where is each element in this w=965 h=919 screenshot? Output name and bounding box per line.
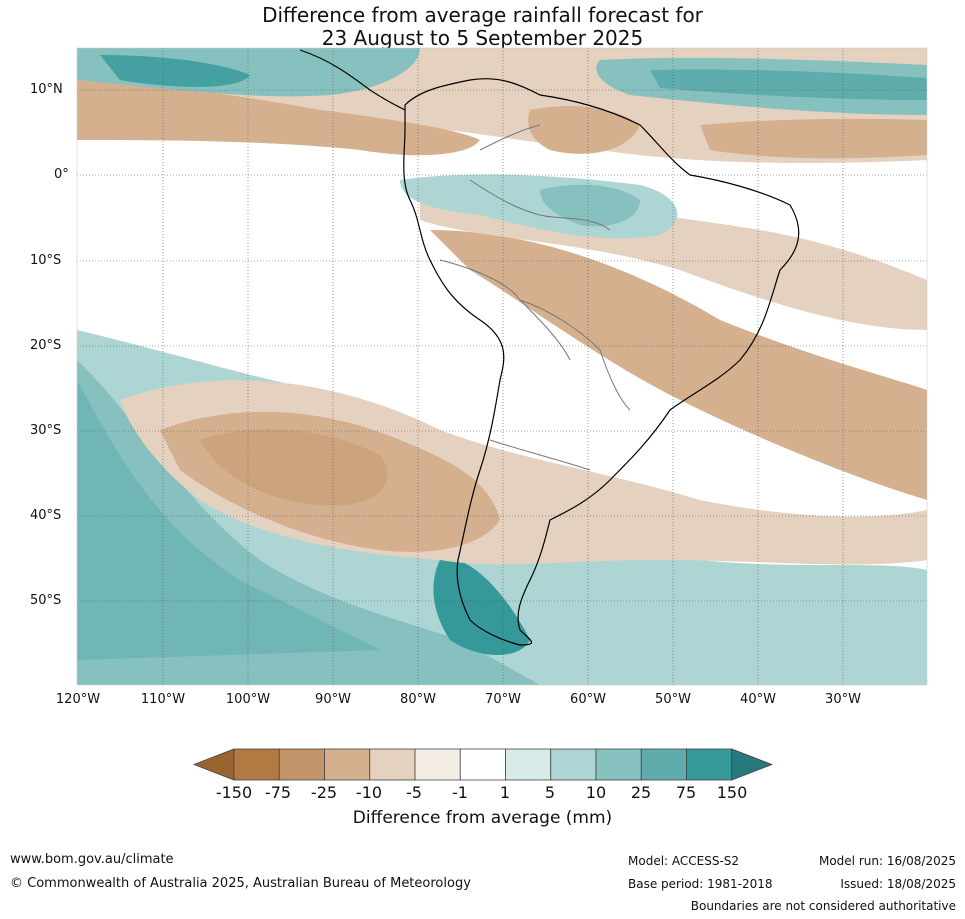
- title-line-2: 23 August to 5 September 2025: [321, 26, 644, 50]
- south-america-coastline: [403, 78, 800, 646]
- lon-tick-label: 80°W: [400, 692, 436, 707]
- website-link[interactable]: www.bom.gov.au/climate: [10, 852, 174, 867]
- lat-tick-label: 10°S: [30, 253, 62, 268]
- lat-tick-label: 50°S: [30, 593, 62, 608]
- lon-tick-label: 50°W: [655, 692, 691, 707]
- issued-date: Issued: 18/08/2025: [840, 877, 956, 891]
- lat-tick-label: 0°: [54, 167, 69, 182]
- colorbar-tick-label: 1: [499, 783, 511, 802]
- colorbar-tick-label: 10: [585, 783, 607, 802]
- lon-tick-label: 60°W: [570, 692, 606, 707]
- anomaly-field: [77, 48, 927, 685]
- title-line-1: Difference from average rainfall forecas…: [262, 3, 703, 27]
- base-period: Base period: 1981-2018: [628, 877, 773, 891]
- lon-tick-label: 40°W: [740, 692, 776, 707]
- colorbar-tick-label: -1: [452, 783, 468, 802]
- map-title: Difference from average rainfall forecas…: [0, 4, 965, 50]
- copyright-text: © Commonwealth of Australia 2025, Austra…: [10, 876, 471, 891]
- colorbar-tick-label: -10: [355, 783, 383, 802]
- colorbar-tick-label: -150: [215, 783, 253, 802]
- lat-tick-label: 10°N: [30, 82, 63, 97]
- lat-tick-label: 30°S: [30, 423, 62, 438]
- lon-tick-label: 90°W: [315, 692, 351, 707]
- colorbar-label: Difference from average (mm): [352, 808, 613, 828]
- boundary-disclaimer: Boundaries are not considered authoritat…: [690, 899, 956, 913]
- colorbar-tick-label: 75: [675, 783, 697, 802]
- lat-tick-label: 40°S: [30, 508, 62, 523]
- colorbar-tick-label: -5: [406, 783, 422, 802]
- colorbar-tick-label: -25: [310, 783, 338, 802]
- colorbar-tick-label: 150: [716, 783, 748, 802]
- model-name: Model: ACCESS-S2: [628, 854, 740, 868]
- lat-tick-label: 20°S: [30, 338, 62, 353]
- colorbar-tick-label: 25: [630, 783, 652, 802]
- lon-tick-label: 100°W: [225, 692, 271, 707]
- central-america-coastline: [299, 49, 406, 111]
- lon-tick-label: 110°W: [140, 692, 186, 707]
- lon-tick-label: 30°W: [825, 692, 861, 707]
- colorbar-tick-label: -75: [264, 783, 292, 802]
- lon-tick-label: 120°W: [55, 692, 101, 707]
- model-run-date: Model run: 16/08/2025: [818, 854, 956, 868]
- colorbar-tick-label: 5: [544, 783, 556, 802]
- lon-tick-label: 70°W: [485, 692, 521, 707]
- country-borders: [439, 124, 631, 471]
